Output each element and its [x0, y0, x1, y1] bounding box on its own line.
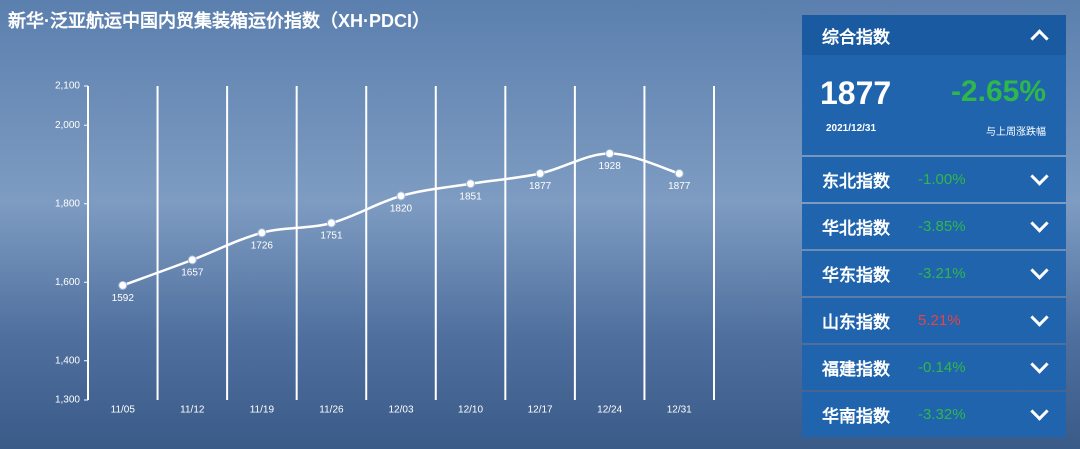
- row-name: 福建指数: [822, 360, 890, 379]
- value-label: 1851: [459, 191, 482, 202]
- chevron: [1030, 167, 1049, 186]
- value-label: 1820: [390, 204, 413, 215]
- row-name: 华东指数: [822, 266, 890, 285]
- chevron: [1030, 308, 1049, 327]
- index-row[interactable]: 华南指数 -3.32%: [802, 392, 1066, 437]
- index-value: 1877: [820, 75, 892, 111]
- x-tick-label: 12/03: [388, 405, 413, 416]
- chevron: [1030, 214, 1049, 233]
- row-name: 东北指数: [822, 172, 890, 191]
- y-tick-label: 1,400: [55, 355, 80, 366]
- point: [605, 149, 615, 159]
- point: [396, 191, 406, 201]
- x-tick-label: 12/10: [458, 405, 483, 416]
- point: [466, 179, 476, 189]
- value-label: 1726: [251, 240, 274, 251]
- x-tick-label: 11/05: [111, 405, 136, 416]
- row-change: -3.32%: [918, 406, 966, 423]
- x-tick-label: 11/12: [180, 405, 205, 416]
- panel-header[interactable]: 综合指数: [802, 15, 1066, 55]
- point: [118, 280, 128, 290]
- panel-summary: 1877 -2.65% 2021/12/31 与上周涨跌幅: [802, 55, 1066, 155]
- x-tick-label: 12/24: [597, 405, 622, 416]
- x-tick-label: 12/17: [528, 405, 553, 416]
- value-label: 1877: [529, 181, 552, 192]
- chevron: [1030, 28, 1049, 48]
- row-name: 华南指数: [822, 407, 890, 426]
- point: [674, 169, 684, 179]
- line: [122, 152, 680, 287]
- y-tick-label: 1,800: [55, 198, 80, 209]
- point: [326, 218, 336, 228]
- point: [187, 255, 197, 265]
- row-change: -0.14%: [918, 359, 966, 376]
- value-label: 1592: [112, 293, 135, 304]
- x-tick-label: 12/31: [667, 405, 692, 416]
- index-panel: 综合指数 1877 -2.65% 2021/12/31 与上周涨跌幅 东北指数 -…: [802, 15, 1066, 437]
- value-label: 1928: [599, 161, 622, 172]
- index-row[interactable]: 山东指数 5.21%: [802, 298, 1066, 343]
- value-label: 1657: [181, 268, 204, 279]
- point: [257, 228, 267, 238]
- x-tick-label: 11/19: [250, 405, 275, 416]
- chart-title: 新华·泛亚航运中国内贸集装箱运价指数（XH·PDCI）: [8, 10, 430, 31]
- y-tick-label: 2,000: [55, 120, 80, 131]
- x-tick-label: 11/26: [319, 405, 344, 416]
- chevron: [1030, 402, 1049, 421]
- index-row[interactable]: 福建指数 -0.14%: [802, 345, 1066, 390]
- chart: 新华·泛亚航运中国内贸集装箱运价指数（XH·PDCI） 1,300 1,400 1,…: [8, 10, 692, 416]
- change-label: 与上周涨跌幅: [986, 127, 1046, 138]
- row-name: 华北指数: [822, 219, 890, 238]
- point: [535, 169, 545, 179]
- chevron: [1030, 261, 1049, 280]
- y-tick-label: 2,100: [55, 81, 80, 92]
- index-row[interactable]: 华东指数 -3.21%: [802, 251, 1066, 296]
- header-title: 综合指数: [822, 27, 890, 47]
- row-name: 山东指数: [822, 313, 890, 332]
- row-change: -3.21%: [918, 265, 966, 282]
- y-tick-label: 1,300: [55, 395, 80, 406]
- value-label: 1877: [668, 181, 691, 192]
- row-change: -3.85%: [918, 218, 966, 235]
- value-label: 1751: [320, 231, 343, 242]
- index-date: 2021/12/31: [826, 123, 877, 134]
- index-change: -2.65%: [950, 75, 1046, 108]
- row-change: -1.00%: [918, 171, 966, 188]
- index-row[interactable]: 东北指数 -1.00%: [802, 157, 1066, 202]
- row-change: 5.21%: [918, 312, 961, 329]
- y-tick-label: 1,600: [55, 277, 80, 288]
- index-row[interactable]: 华北指数 -3.85%: [802, 204, 1066, 249]
- chevron: [1030, 355, 1049, 374]
